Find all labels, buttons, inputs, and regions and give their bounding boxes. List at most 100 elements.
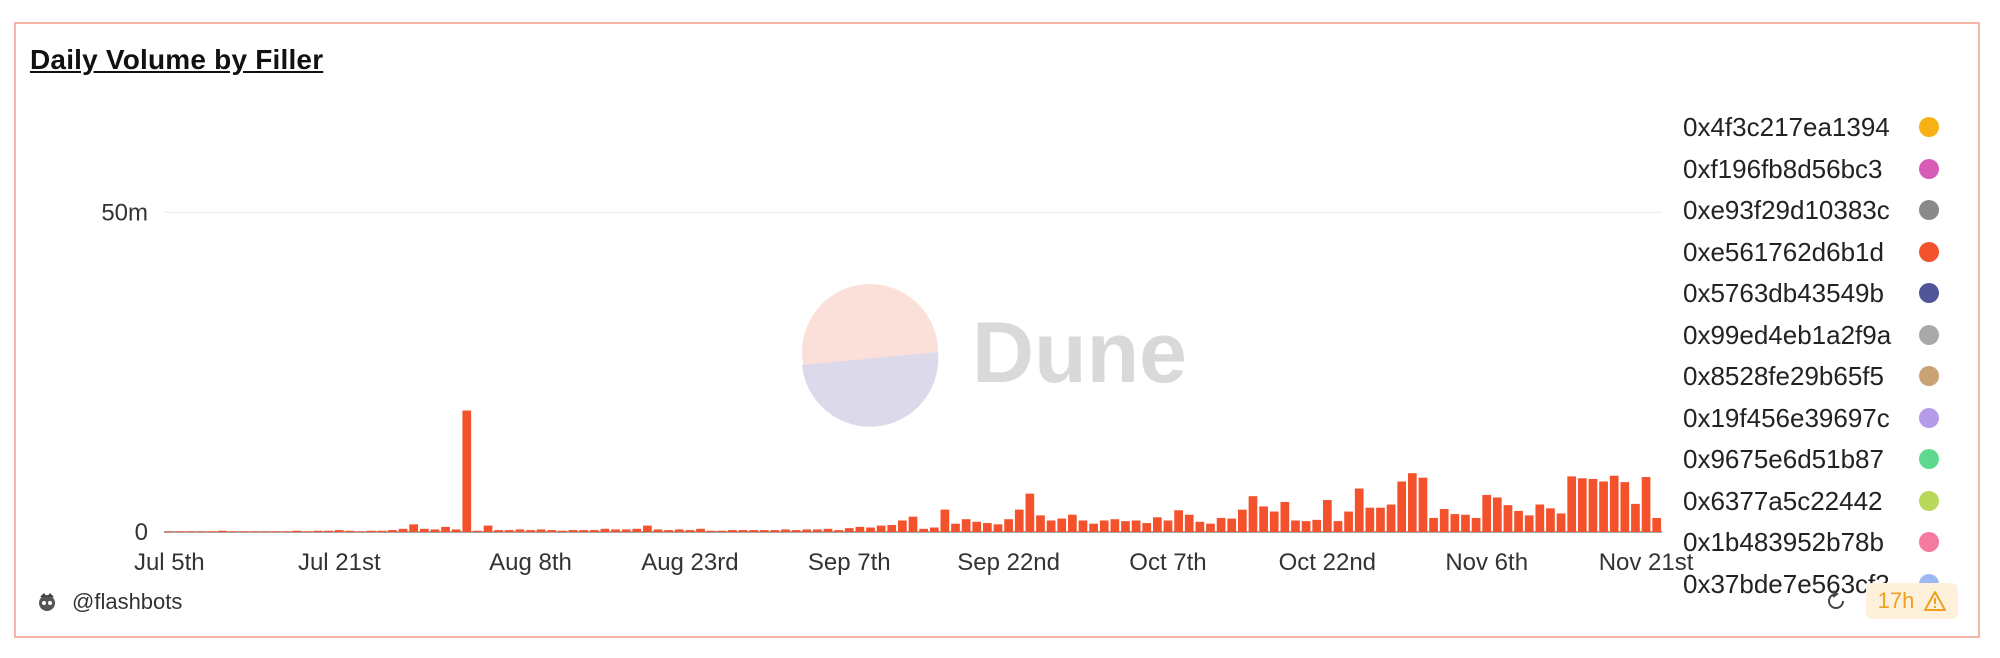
legend-label: 0x8528fe29b65f5 (1683, 361, 1884, 391)
legend-item[interactable]: 0xe93f29d10383c (1683, 191, 1941, 233)
bar-segment (1174, 510, 1183, 532)
bar-segment (1227, 518, 1237, 532)
bar-segment (462, 410, 472, 532)
bar-segment (1131, 520, 1141, 532)
author-link[interactable]: @flashbots (36, 589, 182, 615)
data-age-badge[interactable]: 17h (1866, 583, 1958, 619)
bar-segment (1195, 521, 1205, 532)
bar-segment (239, 531, 249, 533)
x-tick-label: Aug 8th (489, 549, 572, 576)
bar-segment (1439, 508, 1449, 532)
legend-label: 0xe561762d6b1d (1683, 236, 1884, 267)
y-tick-label: 0 (135, 519, 148, 546)
bar-segment (558, 530, 567, 532)
x-tick-label: Aug 23rd (641, 549, 738, 576)
bar-segment (451, 529, 461, 532)
x-tick-label: Jul 21st (298, 549, 381, 576)
refresh-icon[interactable] (1823, 588, 1849, 614)
bar-segment (1461, 514, 1470, 532)
dune-watermark: Dune (802, 284, 1187, 427)
bar-segment (887, 524, 897, 532)
x-tick-label: Sep 22nd (957, 549, 1060, 576)
bar-segment (823, 528, 833, 532)
legend-label: 0x99ed4eb1a2f9a (1683, 319, 1892, 350)
author-handle: @flashbots (72, 589, 183, 614)
bar-segment (366, 530, 376, 532)
legend-item[interactable]: 0x5763db43549b (1683, 274, 1941, 316)
bar-segment (303, 531, 312, 533)
bar-segment (908, 516, 918, 532)
legend-label: 0x6377a5c22442 (1683, 485, 1883, 516)
legend-item[interactable]: 0xf196fb8d56bc3 (1683, 150, 1941, 192)
bar-segment (1110, 519, 1120, 532)
legend-item[interactable]: 0xe561762d6b1d (1683, 233, 1941, 275)
bar-segment (1482, 494, 1492, 532)
bar-segment (1376, 507, 1385, 532)
bar-segment (1397, 481, 1407, 532)
bar-segment (377, 530, 387, 532)
bar-segment (696, 528, 705, 532)
x-tick-label: Oct 22nd (1279, 549, 1376, 576)
bar-segment (1152, 517, 1162, 532)
bar-segment (834, 530, 843, 532)
bar-segment (791, 530, 801, 532)
legend-item[interactable]: 0x19f456e39697c (1683, 399, 1941, 441)
bar-segment (249, 531, 259, 533)
bar-segment (1142, 523, 1152, 532)
legend-item[interactable]: 0x8528fe29b65f5 (1683, 357, 1941, 399)
bar-segment (186, 531, 195, 533)
legend-item[interactable]: 0x6377a5c22442 (1683, 482, 1941, 524)
bar-segment (1046, 520, 1056, 532)
bar-segment (1599, 481, 1608, 532)
chart-card (14, 22, 1980, 638)
legend-label: 0x37bde7e563cf3 (1683, 568, 1890, 597)
warning-icon (1924, 591, 1947, 611)
legend-swatch (1919, 200, 1939, 220)
bar-segment (1248, 496, 1258, 532)
y-tick-label: 50m (101, 199, 148, 226)
legend-item[interactable]: 0x99ed4eb1a2f9a (1683, 316, 1941, 358)
bar-segment (749, 530, 758, 532)
legend-label: 0xe93f29d10383c (1683, 195, 1890, 225)
bar-segment (1471, 517, 1481, 532)
bar-segment (1620, 482, 1630, 532)
bar-segment (1588, 478, 1598, 532)
bar-segment (632, 528, 642, 532)
legend-item[interactable]: 0x9675e6d51b87 (1683, 440, 1941, 482)
bar-segment (919, 528, 928, 532)
legend-item[interactable]: 0x4f3c217ea1394 (1683, 108, 1941, 150)
legend-label: 0xf196fb8d56bc3 (1683, 153, 1883, 184)
bar-segment (589, 530, 599, 532)
legend-label: 0x9675e6d51b87 (1683, 444, 1884, 474)
bar-segment (1291, 520, 1300, 532)
legend-swatch (1919, 366, 1939, 386)
legend-swatch (1919, 324, 1939, 345)
bar-segment (961, 519, 971, 532)
bar-segment (260, 531, 270, 533)
bar-segment (929, 527, 939, 532)
bar-segment (844, 528, 854, 532)
chart-title[interactable]: Daily Volume by Filler (30, 44, 324, 75)
bar-segment (324, 530, 334, 532)
bar-segment (643, 525, 652, 532)
bar-segment (526, 530, 535, 532)
bar-segment (1025, 493, 1035, 532)
legend-swatch (1919, 407, 1939, 428)
bar-segment (1524, 515, 1534, 532)
legend-swatch (1919, 532, 1939, 552)
bar-segment (483, 525, 493, 532)
bar-segment (781, 529, 790, 532)
bar-segment (685, 530, 695, 532)
bar-segment (334, 530, 344, 532)
bar-segment (759, 530, 769, 532)
bar-segment (1163, 520, 1173, 532)
bar-segment (1121, 521, 1130, 532)
bar-segment (1418, 477, 1428, 532)
legend-item[interactable]: 0x1b483952b78b (1683, 523, 1941, 565)
bar-segment (1099, 520, 1109, 532)
legend-swatch (1919, 449, 1939, 469)
x-tick-label: Sep 7th (808, 549, 891, 576)
x-tick-label: Oct 7th (1129, 549, 1206, 576)
bar-segment (1609, 475, 1619, 532)
